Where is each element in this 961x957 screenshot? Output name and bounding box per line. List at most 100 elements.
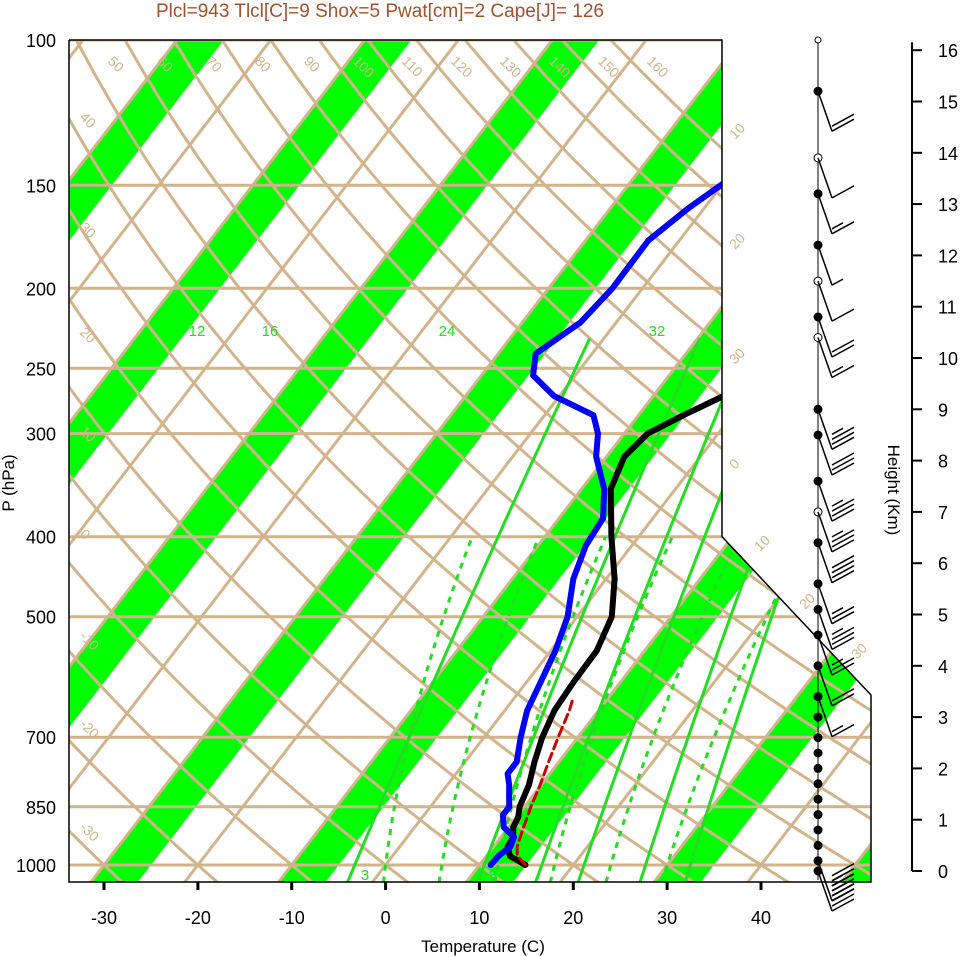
wind-barb-feather	[831, 657, 855, 671]
wind-barb-feather	[831, 539, 855, 553]
plot-border	[68, 39, 872, 883]
pressure-tick-label: 400	[26, 528, 56, 548]
dry-adiabat	[69, 40, 505, 882]
wind-barb	[813, 810, 823, 820]
wind-barb-feather	[831, 499, 844, 507]
mixing-ratio-label: 8	[489, 867, 497, 884]
theta-label: 130	[497, 53, 525, 81]
wind-barb	[813, 840, 823, 850]
pressure-tick-label: 100	[26, 31, 56, 51]
theta-label: 40	[77, 109, 99, 131]
wind-barb-feather	[831, 436, 855, 450]
wind-barb-shaft	[817, 542, 833, 583]
height-tick-label: 0	[938, 862, 948, 882]
wind-barb-feather	[831, 503, 855, 517]
wind-barb-shaft	[817, 157, 833, 199]
wind-barb-feather	[831, 607, 844, 615]
mixing-ratio-line	[576, 337, 786, 882]
wind-barb-feather	[831, 534, 855, 548]
height-tick-label: 6	[938, 554, 948, 574]
chart-title: Plcl=943 Tlcl[C]=9 Shox=5 Pwat[cm]=2 Cap…	[156, 1, 604, 22]
moist-adiabat	[548, 536, 674, 882]
wind-barb-shaft	[817, 609, 833, 650]
isotherm-band	[841, 40, 871, 882]
wind-barb-feather	[831, 627, 844, 636]
mixing-ratio-line	[476, 337, 702, 882]
moist-adiabat	[437, 536, 541, 882]
mixing-ratio-label: 12	[189, 323, 206, 340]
wind-barb	[813, 794, 823, 804]
wind-barb-feather	[831, 365, 844, 374]
wind-barb-feather	[831, 863, 855, 877]
isotherm-label: 30	[726, 345, 748, 367]
x-tick-label: 40	[751, 908, 771, 928]
wind-barb-feather	[831, 636, 855, 651]
wind-barb-feather	[831, 724, 844, 733]
height-tick-label: 5	[938, 606, 948, 626]
height-axis-title: Height (Km)	[884, 445, 903, 536]
theta-label: 120	[448, 53, 476, 81]
isotherm-label: 10	[726, 120, 748, 142]
wind-barb	[813, 712, 823, 722]
mixing-ratio-label: 16	[262, 323, 279, 340]
isotherm-band	[69, 40, 253, 882]
parcel-profile	[515, 695, 576, 867]
plot-frame	[68, 39, 872, 883]
wind-barb-shaft	[817, 337, 833, 378]
wind-barb-feather	[831, 427, 844, 435]
pressure-tick-label: 850	[26, 798, 56, 818]
moist-adiabat	[382, 536, 474, 882]
sounding-profiles	[487, 54, 871, 868]
x-tick-label: -10	[279, 908, 305, 928]
isotherm-label: 0	[726, 455, 743, 472]
wind-barb-shaft	[817, 244, 833, 286]
wind-barb-feather	[831, 426, 855, 440]
wind-barb-shaft	[817, 665, 833, 707]
pressure-tick-label: 700	[26, 728, 56, 748]
height-tick-label: 4	[938, 657, 948, 677]
mixing-ratio-label: 24	[439, 323, 456, 340]
moist-adiabat	[660, 536, 808, 882]
isotherm-label: 20	[726, 230, 748, 252]
wind-barb	[813, 733, 823, 743]
theta-label: 110	[399, 53, 426, 80]
isotherm-line	[840, 40, 871, 882]
wind-barb-feather	[831, 878, 855, 892]
wind-barb-shaft	[817, 583, 833, 624]
theta-label: 20	[77, 324, 99, 346]
isotherm-line	[69, 40, 301, 882]
height-tick-label: 11	[938, 298, 957, 318]
wind-barb-feather	[831, 529, 855, 543]
wind-barb-feather	[831, 883, 855, 897]
x-tick-label: 10	[469, 908, 489, 928]
pressure-tick-label: 200	[26, 279, 56, 299]
wind-barb-feather	[831, 693, 855, 707]
isotherm-line	[935, 2, 961, 882]
isotherm-line	[69, 40, 395, 882]
wind-barb-feather	[831, 185, 855, 199]
height-tick-label: 9	[938, 400, 948, 420]
wind-barb-feather	[831, 431, 855, 445]
height-tick-label: 8	[938, 452, 948, 472]
wind-barb-feather	[831, 570, 855, 584]
wind-barb-shaft	[817, 280, 833, 322]
wind-barb-shaft	[817, 870, 833, 912]
wind-barb-feather	[831, 611, 855, 625]
height-tick-label: 16	[938, 41, 958, 61]
pressure-tick-label: 300	[26, 425, 56, 445]
wind-barb-shaft	[817, 193, 833, 235]
wind-barb-feather	[831, 530, 844, 538]
wind-barb-feather	[831, 868, 855, 882]
wind-barb	[813, 763, 823, 773]
wind-barb-feather	[831, 308, 855, 322]
pressure-tick-label: 150	[26, 176, 56, 196]
wind-barb-feather	[831, 113, 855, 127]
height-tick-label: 15	[938, 93, 958, 113]
wind-barb-feather	[831, 723, 855, 738]
theta-label: 90	[301, 53, 323, 75]
wind-barb-feather	[831, 631, 855, 646]
dry-adiabat	[69, 40, 314, 882]
isotherm-line	[69, 40, 208, 882]
isotherm-line	[69, 40, 583, 882]
